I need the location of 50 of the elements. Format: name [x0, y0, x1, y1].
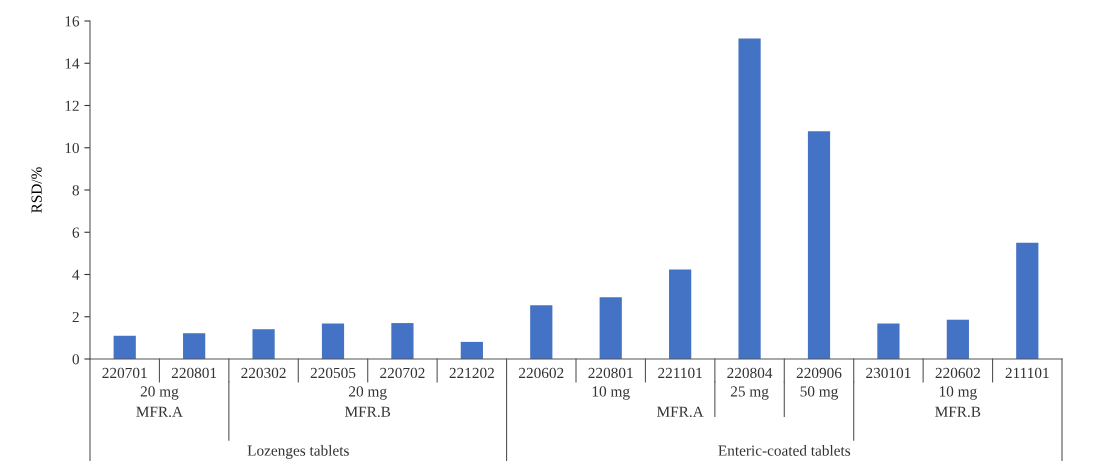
x-tick-label: 220602: [935, 367, 980, 379]
text: Enteric-coated tablets: [718, 445, 851, 456]
text: 20 mg: [140, 386, 179, 400]
bar: [252, 329, 275, 359]
y-tick-label: 14: [65, 58, 80, 69]
x-tick-label: 230101: [866, 367, 911, 379]
bar: [807, 131, 831, 359]
x-tick-label: 220702: [380, 367, 425, 379]
x-tick-label: 220602: [519, 367, 564, 379]
bar: [599, 297, 622, 359]
y-tick-label: 8: [72, 185, 79, 196]
y-axis-title: RSD/%: [31, 167, 42, 213]
bar: [1016, 242, 1039, 359]
text: 10 mg: [939, 386, 977, 400]
x-tick-label: 220801: [171, 367, 217, 379]
bar: [946, 319, 969, 359]
y-tick-label: 6: [72, 227, 80, 238]
bar: [669, 269, 692, 359]
text: 25 mg: [730, 386, 769, 400]
text: MFR.B: [345, 406, 391, 417]
text: MFR.B: [935, 406, 981, 417]
x-tick-label: 221101: [658, 367, 702, 379]
y-tick-label: 2: [72, 311, 79, 323]
y-tick-label: 0: [72, 354, 79, 365]
text: 20 mg: [349, 386, 387, 400]
x-tick-label: 211101: [1005, 367, 1049, 379]
x-tick-label: 220302: [241, 367, 286, 379]
bar: [460, 341, 483, 359]
bar: [113, 335, 136, 359]
x-tick-label: 220801: [588, 367, 633, 379]
bar: [877, 323, 900, 359]
text: Lozenges tablets: [247, 445, 349, 459]
bar: [530, 305, 553, 359]
text: MFR.A: [657, 406, 704, 417]
x-tick-label: 220701: [102, 367, 147, 379]
bar: [321, 323, 345, 359]
y-tick-label: 4: [72, 269, 80, 280]
x-tick-label: 221202: [449, 367, 494, 379]
x-tick-label: 220906: [796, 367, 842, 379]
bar: [738, 38, 761, 359]
y-tick-label: 12: [65, 100, 79, 111]
text: MFR.A: [136, 406, 183, 417]
bar: [391, 323, 414, 359]
x-tick-label: 220505: [310, 367, 356, 379]
x-tick-label: 220804: [727, 367, 773, 379]
text: 10 mg: [592, 386, 630, 400]
bar: [183, 333, 206, 359]
y-tick-label: 10: [65, 142, 79, 154]
y-tick-label: 16: [65, 16, 80, 27]
text: 50 mg: [800, 386, 839, 400]
